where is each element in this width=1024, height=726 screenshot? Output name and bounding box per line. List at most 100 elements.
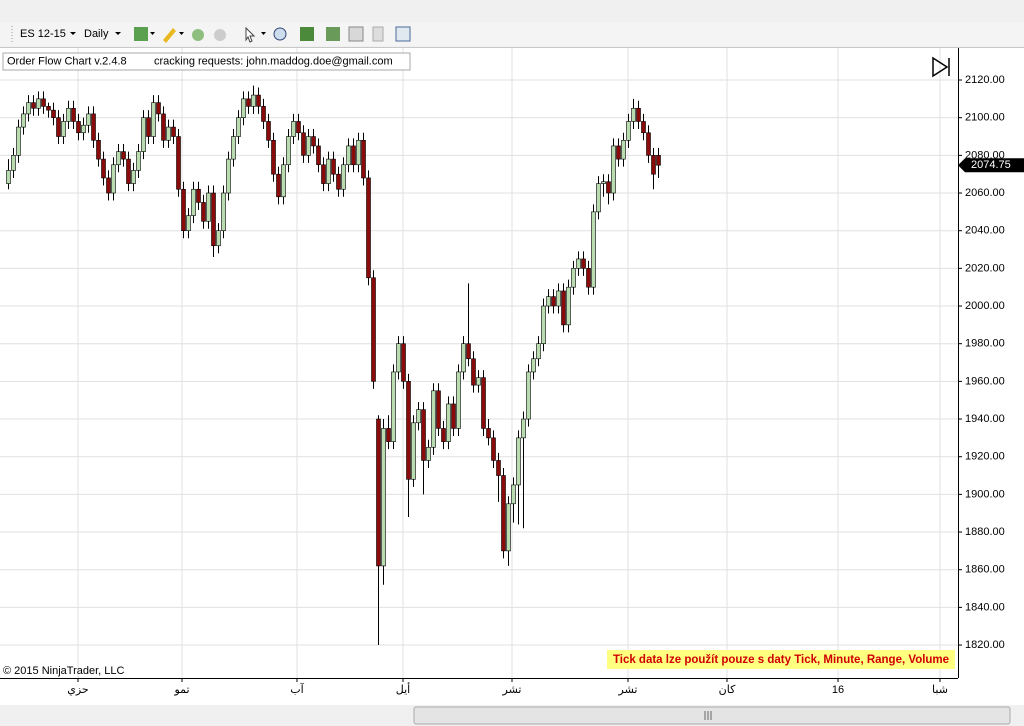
candle-body bbox=[266, 121, 271, 141]
candle-body bbox=[331, 158, 336, 175]
candle-body bbox=[71, 107, 76, 122]
dropdown-arrow[interactable] bbox=[150, 32, 155, 35]
chart-style-button[interactable] bbox=[134, 27, 148, 41]
candle-body bbox=[361, 139, 366, 179]
candle-body bbox=[416, 409, 421, 424]
candle-body bbox=[96, 139, 101, 160]
candle-body bbox=[121, 151, 126, 160]
properties-button[interactable] bbox=[372, 26, 384, 42]
candle-body bbox=[606, 181, 611, 194]
zoom-in-button[interactable] bbox=[192, 29, 204, 41]
candle-body bbox=[251, 94, 256, 107]
candle-body bbox=[646, 132, 651, 156]
copyright: © 2015 NinjaTrader, LLC bbox=[3, 665, 124, 677]
candle-body bbox=[146, 117, 151, 137]
candle-body bbox=[546, 296, 551, 307]
candle-body bbox=[226, 158, 231, 194]
candle-body bbox=[586, 268, 591, 288]
scrollbar-thumb[interactable] bbox=[413, 706, 1011, 725]
candle-body bbox=[136, 151, 141, 171]
cursor-button[interactable] bbox=[245, 26, 256, 43]
dropdown-arrow[interactable] bbox=[179, 32, 184, 35]
y-tick-label: 1820.00 bbox=[965, 639, 1005, 651]
x-tick-label: كان bbox=[719, 684, 736, 696]
candle-body bbox=[451, 403, 456, 429]
candle-body bbox=[311, 136, 316, 147]
candle-body bbox=[476, 377, 481, 386]
instrument-selector[interactable]: ES 12-15 bbox=[20, 28, 66, 40]
candle-body bbox=[391, 371, 396, 442]
candle-body bbox=[486, 428, 491, 439]
candle-body bbox=[81, 124, 86, 134]
toolbar-strip bbox=[0, 22, 1024, 46]
x-tick-label: تشر bbox=[502, 684, 522, 696]
last-price-label: 2074.75 bbox=[971, 159, 1011, 171]
candle-body bbox=[351, 145, 356, 166]
interval-selector[interactable]: Daily bbox=[84, 28, 109, 40]
x-tick-label: شبا bbox=[932, 684, 948, 696]
candle-body bbox=[641, 121, 646, 134]
candle-body bbox=[6, 170, 11, 184]
y-tick-label: 1860.00 bbox=[965, 564, 1005, 576]
x-tick-label: تشر bbox=[618, 684, 638, 696]
lines-button[interactable] bbox=[348, 26, 364, 42]
y-tick-label: 1960.00 bbox=[965, 375, 1005, 387]
candle-body bbox=[516, 437, 521, 486]
candle-body bbox=[626, 121, 631, 141]
y-tick-label: 2000.00 bbox=[965, 300, 1005, 312]
candle-body bbox=[511, 484, 516, 505]
draw-tool-button[interactable] bbox=[163, 28, 176, 43]
candle-body bbox=[341, 164, 346, 190]
candle-body bbox=[236, 117, 241, 137]
candle-body bbox=[571, 268, 576, 288]
candle-body bbox=[386, 428, 391, 442]
y-tick-label: 1840.00 bbox=[965, 601, 1005, 613]
data-box-button[interactable] bbox=[395, 26, 411, 42]
candle-body bbox=[556, 290, 561, 307]
indicators-button[interactable] bbox=[300, 27, 314, 41]
candle-body bbox=[336, 173, 341, 190]
candle-body bbox=[11, 155, 16, 171]
candle-body bbox=[446, 403, 451, 442]
warning-box bbox=[607, 650, 955, 669]
candle-body bbox=[636, 107, 641, 122]
y-tick-label: 1900.00 bbox=[965, 488, 1005, 500]
dropdown-arrow[interactable] bbox=[261, 32, 266, 35]
candle-body bbox=[466, 343, 471, 360]
candle-body bbox=[321, 164, 326, 184]
candle-body bbox=[366, 177, 371, 279]
candle-body bbox=[621, 139, 626, 160]
request-text: cracking requests: john.maddog.doe@gmail… bbox=[154, 55, 393, 67]
candle-body bbox=[31, 102, 36, 109]
y-tick-label: 2100.00 bbox=[965, 112, 1005, 124]
zoom-out-button[interactable] bbox=[214, 29, 226, 41]
candle-body bbox=[471, 358, 476, 386]
candle-body bbox=[186, 215, 191, 231]
candle-body bbox=[86, 113, 91, 126]
candle-body bbox=[491, 437, 496, 461]
dropdown-arrow[interactable] bbox=[70, 32, 76, 35]
toolbar-icons bbox=[134, 26, 411, 43]
candle-body bbox=[461, 343, 466, 373]
candle-body bbox=[306, 136, 311, 156]
candle-body bbox=[356, 139, 361, 166]
strategies-button[interactable] bbox=[326, 27, 340, 41]
candle-body bbox=[456, 371, 461, 429]
x-tick-label: حزي bbox=[67, 684, 88, 696]
candle-body bbox=[171, 126, 176, 137]
candle-body bbox=[156, 102, 161, 115]
candle-body bbox=[501, 475, 506, 552]
candle-body bbox=[51, 109, 56, 118]
scroll-end-button[interactable] bbox=[932, 56, 950, 78]
candle-body bbox=[561, 290, 566, 326]
candle-body bbox=[421, 409, 426, 461]
dropdown-arrow[interactable] bbox=[115, 32, 121, 35]
y-tick-label: 2040.00 bbox=[965, 225, 1005, 237]
candle-body bbox=[396, 343, 401, 373]
search-button[interactable] bbox=[273, 27, 287, 41]
candle-body bbox=[56, 117, 61, 137]
candle-body bbox=[256, 94, 261, 107]
candle-body bbox=[106, 177, 111, 194]
candle-body bbox=[536, 343, 541, 360]
